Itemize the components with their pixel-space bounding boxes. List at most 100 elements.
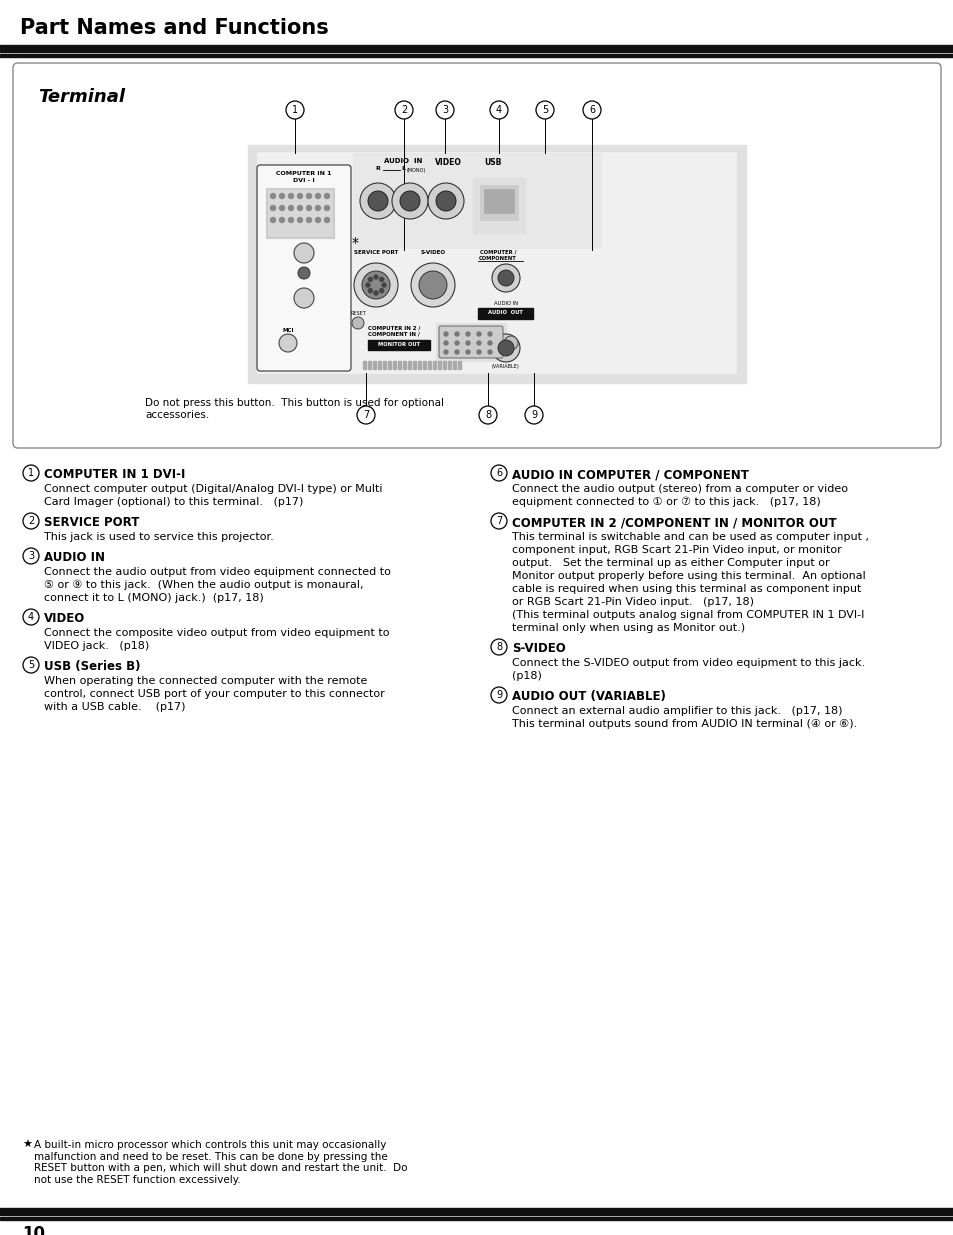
Circle shape [374,291,377,295]
Bar [363,361,366,369]
Circle shape [315,217,320,222]
Text: When operating the connected computer with the remote: When operating the connected computer wi… [44,676,367,685]
Text: terminal only when using as Monitor out.): terminal only when using as Monitor out.… [512,622,744,634]
Text: Connect the audio output from video equipment connected to: Connect the audio output from video equi… [44,567,391,577]
Bar [0,0,953,44]
Text: 3: 3 [28,551,34,561]
Circle shape [455,332,458,336]
Circle shape [315,194,320,199]
Circle shape [488,350,492,354]
Text: Part Names and Functions: Part Names and Functions [20,19,329,38]
Text: AUDIO OUT (VARIABLE): AUDIO OUT (VARIABLE) [512,690,665,703]
Circle shape [491,687,506,703]
Text: R: R [375,165,380,170]
Text: DVI - I: DVI - I [293,178,314,183]
Bar [413,361,416,369]
Circle shape [279,217,284,222]
Bar [483,189,514,212]
Text: L: L [400,165,405,170]
Circle shape [359,183,395,219]
Circle shape [368,191,388,211]
Circle shape [315,205,320,210]
Bar [248,144,745,383]
FancyBboxPatch shape [438,326,502,358]
Bar [0,1208,953,1215]
Circle shape [399,191,419,211]
Circle shape [271,217,275,222]
Text: Connect an external audio amplifier to this jack.   (p17, 18): Connect an external audio amplifier to t… [512,706,841,716]
Circle shape [278,333,296,352]
Bar [0,54,953,57]
Circle shape [368,278,372,282]
Circle shape [279,194,284,199]
Text: or RGB Scart 21-Pin Video input.   (p17, 18): or RGB Scart 21-Pin Video input. (p17, 1… [512,597,753,606]
Bar [368,361,371,369]
Circle shape [436,191,456,211]
Text: MCI: MCI [282,329,294,333]
Circle shape [436,101,454,119]
Text: 9: 9 [496,690,501,700]
Circle shape [23,609,39,625]
Text: AUDIO  IN: AUDIO IN [383,158,422,164]
Circle shape [297,267,310,279]
Text: COMPUTER /: COMPUTER / [479,249,516,254]
Circle shape [297,194,302,199]
Circle shape [381,283,386,287]
Bar [437,361,440,369]
Text: 4: 4 [496,105,501,115]
Circle shape [279,205,284,210]
Circle shape [306,194,312,199]
Circle shape [392,183,428,219]
Circle shape [503,336,517,350]
Text: 8: 8 [484,410,491,420]
Text: SERVICE PORT: SERVICE PORT [44,516,139,529]
Circle shape [491,638,506,655]
Bar [442,361,446,369]
Circle shape [297,217,302,222]
Bar [453,361,456,369]
Text: S-VIDEO: S-VIDEO [420,249,445,254]
Text: Connect the composite video output from video equipment to: Connect the composite video output from … [44,629,389,638]
Circle shape [288,194,294,199]
Circle shape [411,263,455,308]
Circle shape [23,513,39,529]
Circle shape [478,406,497,424]
Circle shape [324,194,329,199]
Circle shape [497,270,514,287]
Circle shape [297,205,302,210]
Text: component input, RGB Scart 21-Pin Video input, or monitor: component input, RGB Scart 21-Pin Video … [512,545,841,555]
Circle shape [488,332,492,336]
Circle shape [428,183,463,219]
Text: Card Imager (optional) to this terminal.   (p17): Card Imager (optional) to this terminal.… [44,496,303,508]
Text: COMPUTER IN 1: COMPUTER IN 1 [276,170,332,177]
Text: 7: 7 [496,516,501,526]
Circle shape [23,657,39,673]
Circle shape [476,341,480,345]
Bar [377,361,380,369]
Circle shape [490,101,507,119]
Circle shape [497,340,514,356]
Text: A built-in micro processor which controls this unit may occasionally
malfunction: A built-in micro processor which control… [34,1140,407,1184]
Text: COMPUTER IN 2 /: COMPUTER IN 2 / [368,325,420,330]
Text: AUDIO  OUT: AUDIO OUT [487,310,522,315]
Circle shape [324,205,329,210]
Circle shape [443,332,448,336]
Circle shape [306,217,312,222]
Bar [382,361,386,369]
Circle shape [294,288,314,308]
Text: with a USB cable.    (p17): with a USB cable. (p17) [44,701,185,713]
FancyBboxPatch shape [13,63,940,448]
Bar [257,153,735,373]
Text: 7: 7 [362,410,369,420]
Circle shape [324,217,329,222]
Text: COMPONENT IN /: COMPONENT IN / [368,332,419,337]
Text: VIDEO: VIDEO [44,613,85,625]
Text: Connect the S-VIDEO output from video equipment to this jack.: Connect the S-VIDEO output from video eq… [512,658,864,668]
Text: SERVICE PORT: SERVICE PORT [354,249,397,254]
Text: 5: 5 [28,659,34,671]
Circle shape [492,264,519,291]
Text: 9: 9 [531,410,537,420]
Circle shape [488,341,492,345]
Bar [428,361,431,369]
Text: 2: 2 [400,105,407,115]
